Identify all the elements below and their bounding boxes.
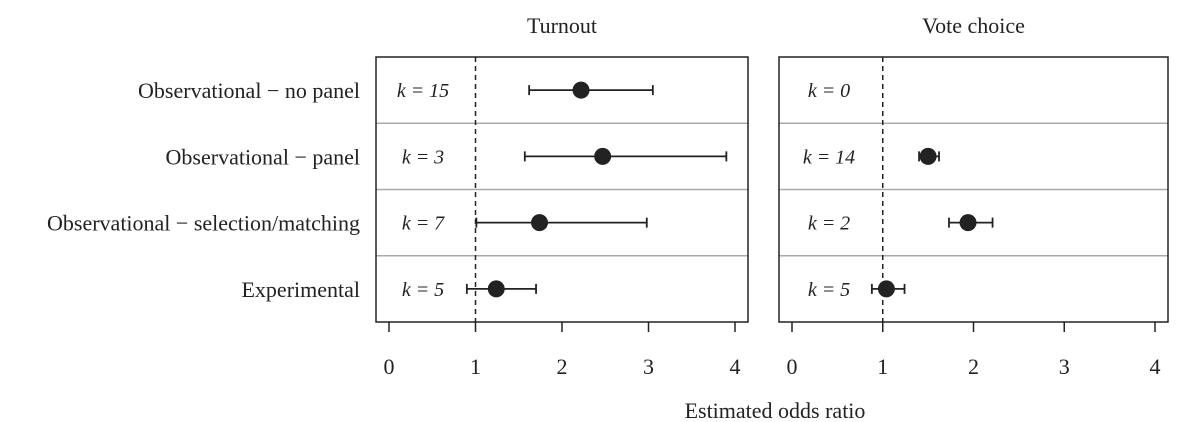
estimate-point — [572, 81, 590, 99]
x-tick-label: 0 — [787, 354, 798, 379]
estimate-point — [487, 280, 505, 298]
k-label: k = 2 — [808, 213, 850, 235]
x-tick-label: 3 — [643, 354, 654, 379]
estimate-point — [877, 280, 895, 298]
x-axis-label: Estimated odds ratio — [685, 398, 866, 422]
estimate-point — [959, 214, 977, 232]
row-label: Observational − panel — [166, 144, 360, 169]
estimate-point — [594, 147, 612, 165]
row-label: Observational − no panel — [138, 78, 360, 103]
k-label: k = 15 — [397, 80, 449, 102]
row-label: Observational − selection/matching — [47, 211, 360, 236]
row-labels: Observational − no panel Observational − … — [47, 78, 360, 302]
estimate-point — [531, 214, 549, 232]
x-tick-label: 2 — [968, 354, 979, 379]
panel-vote-choice: Vote choice 0 1 2 3 4 k = 0 k = 14 k = 2 k = 5 — [778, 13, 1169, 379]
panel-title: Vote choice — [922, 13, 1025, 38]
panel-turnout: Turnout 0 1 2 3 4 k = 15 k = 3 k = 7 k = 5 — [375, 13, 749, 379]
x-tick-label: 1 — [877, 354, 888, 379]
x-tick-label: 4 — [730, 354, 741, 379]
k-label: k = 0 — [808, 80, 850, 102]
x-tick-label: 1 — [470, 354, 481, 379]
k-label: k = 14 — [803, 146, 855, 168]
x-tick-label: 3 — [1059, 354, 1070, 379]
k-label: k = 3 — [402, 146, 444, 168]
panel-title: Turnout — [527, 13, 597, 38]
x-tick-label: 4 — [1150, 354, 1161, 379]
k-label: k = 7 — [402, 213, 445, 235]
x-tick-label: 0 — [384, 354, 395, 379]
x-tick-label: 2 — [557, 354, 568, 379]
k-label: k = 5 — [402, 279, 444, 301]
row-label: Experimental — [241, 277, 360, 302]
estimate-point — [919, 147, 937, 165]
k-label: k = 5 — [808, 279, 850, 301]
